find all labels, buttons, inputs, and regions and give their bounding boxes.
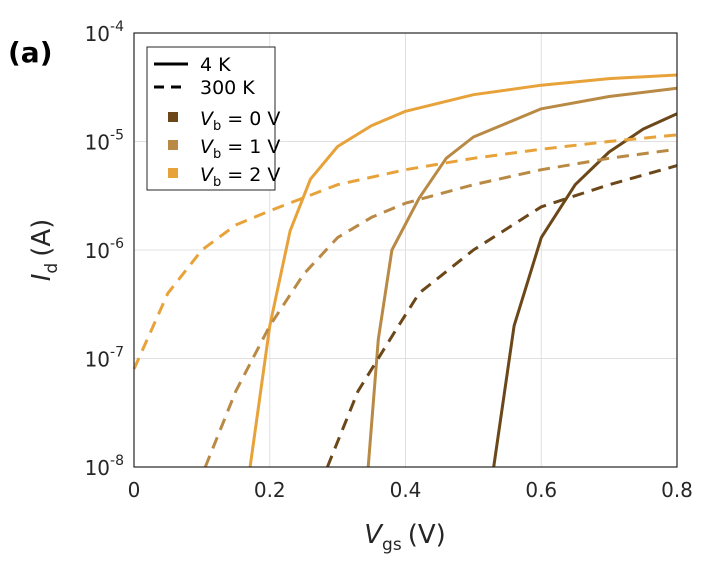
plot-frame <box>133 32 678 468</box>
y-axis-label: Id(A) <box>27 219 62 282</box>
y-tick-label: 10-4 <box>85 19 125 46</box>
series-lines <box>132 73 678 468</box>
series-line <box>492 112 678 468</box>
legend-color-swatch <box>168 140 178 150</box>
legend-color-swatch <box>168 168 178 178</box>
tick-labels: 0 0.2 0.4 0.6 0.8 10-8 10-7 10-6 10-5 10-4 <box>85 19 693 502</box>
x-tick-label: 0.6 <box>525 478 557 502</box>
x-tick-label: 0 <box>128 478 141 502</box>
x-tick-label: 0.4 <box>390 478 422 502</box>
series-line <box>248 73 678 468</box>
x-tick-label: 0.2 <box>254 478 286 502</box>
legend-label: Vb = 0 V <box>200 108 280 134</box>
series-line <box>366 86 678 468</box>
panel-label: (a) <box>8 36 53 69</box>
y-tick-label: 10-8 <box>85 453 124 480</box>
series-line <box>132 133 678 370</box>
legend-color-swatch <box>168 112 178 122</box>
y-tick-label: 10-6 <box>85 236 125 263</box>
series-line <box>203 147 678 468</box>
legend-label: 300 K <box>200 77 255 99</box>
series-line <box>326 164 678 468</box>
x-axis-label: Vgs (V) <box>364 520 446 555</box>
y-tick-label: 10-5 <box>85 128 124 155</box>
legend-label: Vb = 2 V <box>200 164 280 190</box>
legend-label: Vb = 1 V <box>200 136 280 162</box>
x-tick-label: 0.8 <box>661 478 693 502</box>
y-tick-label: 10-7 <box>85 345 124 372</box>
legend-label: 4 K <box>200 54 231 76</box>
